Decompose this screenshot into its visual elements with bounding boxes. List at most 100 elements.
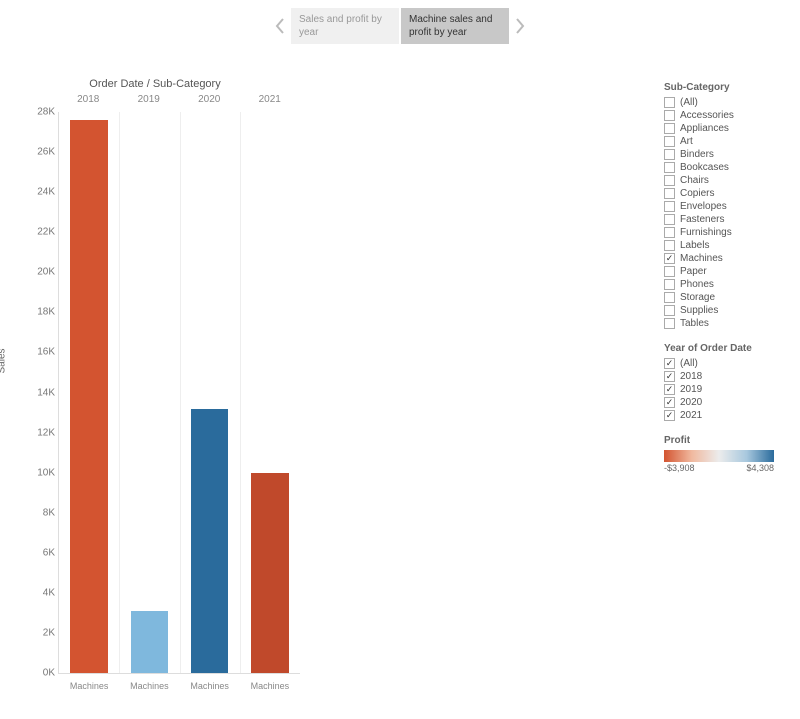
y-tick-label: 4K xyxy=(21,587,55,598)
checkbox-icon xyxy=(664,214,675,225)
legend-min-label: -$3,908 xyxy=(664,463,695,473)
next-tab-arrow[interactable] xyxy=(511,8,529,44)
checkbox-icon xyxy=(664,318,675,329)
tab-navigation: Sales and profit by year Machine sales a… xyxy=(271,8,529,44)
filter-item-label: Art xyxy=(680,136,693,147)
subcategory-filter-item[interactable]: (All) xyxy=(664,97,784,108)
filter-item-label: Tables xyxy=(680,318,709,329)
y-tick-label: 14K xyxy=(21,387,55,398)
filter-item-label: Appliances xyxy=(680,123,729,134)
filter-item-label: 2021 xyxy=(680,410,702,421)
subcategory-filter-item[interactable]: Art xyxy=(664,136,784,147)
bar[interactable] xyxy=(191,409,228,673)
subcategory-filter-item[interactable]: Supplies xyxy=(664,305,784,316)
year-filter-item[interactable]: 2019 xyxy=(664,384,784,395)
subcategory-filter-item[interactable]: Binders xyxy=(664,149,784,160)
y-axis-label: Sales xyxy=(0,348,8,373)
checkbox-icon xyxy=(664,279,675,290)
subcategory-filter-item[interactable]: Appliances xyxy=(664,123,784,134)
column-header: 2019 xyxy=(119,94,180,105)
column-header: 2018 xyxy=(58,94,119,105)
x-category-label: Machines xyxy=(180,681,240,691)
filter-item-label: Fasteners xyxy=(680,214,724,225)
plot-area: 0K2K4K6K8K10K12K14K16K18K20K22K24K26K28K… xyxy=(58,112,300,674)
checkbox-icon xyxy=(664,253,675,264)
y-tick-label: 26K xyxy=(21,147,55,158)
checkbox-icon xyxy=(664,97,675,108)
color-gradient-bar xyxy=(664,450,774,462)
subcategory-filter-item[interactable]: Envelopes xyxy=(664,201,784,212)
checkbox-icon xyxy=(664,266,675,277)
filter-item-label: Bookcases xyxy=(680,162,729,173)
filter-item-label: Copiers xyxy=(680,188,714,199)
bar[interactable] xyxy=(131,611,168,673)
column-separator xyxy=(240,112,241,673)
chart-title: Order Date / Sub-Category xyxy=(10,78,300,90)
filter-item-label: Storage xyxy=(680,292,715,303)
subcategory-filter-item[interactable]: Machines xyxy=(664,253,784,264)
filter-item-label: 2018 xyxy=(680,371,702,382)
year-filter-item[interactable]: 2020 xyxy=(664,397,784,408)
column-headers: 2018201920202021 xyxy=(58,94,300,105)
filter-item-label: Envelopes xyxy=(680,201,727,212)
y-tick-label: 8K xyxy=(21,507,55,518)
bar[interactable] xyxy=(70,120,107,673)
subcategory-filter-item[interactable]: Phones xyxy=(664,279,784,290)
filter-item-label: Phones xyxy=(680,279,714,290)
checkbox-icon xyxy=(664,162,675,173)
column-header: 2020 xyxy=(179,94,240,105)
checkbox-icon xyxy=(664,201,675,212)
year-filter-item[interactable]: 2021 xyxy=(664,410,784,421)
checkbox-icon xyxy=(664,110,675,121)
tab-sales-profit-by-year[interactable]: Sales and profit by year xyxy=(291,8,399,44)
subcategory-filter-item[interactable]: Bookcases xyxy=(664,162,784,173)
prev-tab-arrow[interactable] xyxy=(271,8,289,44)
y-tick-label: 10K xyxy=(21,467,55,478)
x-category-label: Machines xyxy=(59,681,119,691)
x-category-label: Machines xyxy=(119,681,179,691)
filter-item-label: 2020 xyxy=(680,397,702,408)
legend-max-label: $4,308 xyxy=(746,463,774,473)
year-filter: Year of Order Date (All)2018201920202021 xyxy=(664,343,784,421)
checkbox-icon xyxy=(664,410,675,421)
subcategory-filter-item[interactable]: Accessories xyxy=(664,110,784,121)
filter-item-label: Labels xyxy=(680,240,709,251)
column-separator xyxy=(119,112,120,673)
subcategory-filter-item[interactable]: Fasteners xyxy=(664,214,784,225)
subcategory-filter-item[interactable]: Labels xyxy=(664,240,784,251)
subcategory-filter-item[interactable]: Copiers xyxy=(664,188,784,199)
y-tick-label: 0K xyxy=(21,668,55,679)
checkbox-icon xyxy=(664,175,675,186)
filter-item-label: Machines xyxy=(680,253,723,264)
y-tick-label: 22K xyxy=(21,227,55,238)
checkbox-icon xyxy=(664,397,675,408)
checkbox-icon xyxy=(664,149,675,160)
subcategory-filter-item[interactable]: Storage xyxy=(664,292,784,303)
subcategory-filter-item[interactable]: Paper xyxy=(664,266,784,277)
y-tick-label: 18K xyxy=(21,307,55,318)
checkbox-icon xyxy=(664,305,675,316)
subcategory-filter-item[interactable]: Tables xyxy=(664,318,784,329)
checkbox-icon xyxy=(664,227,675,238)
subcategory-filter-item[interactable]: Chairs xyxy=(664,175,784,186)
bar[interactable] xyxy=(251,473,288,673)
y-tick-label: 20K xyxy=(21,267,55,278)
year-filter-item[interactable]: (All) xyxy=(664,358,784,369)
filter-item-label: Binders xyxy=(680,149,714,160)
subcategory-filter-item[interactable]: Furnishings xyxy=(664,227,784,238)
year-filter-item[interactable]: 2018 xyxy=(664,371,784,382)
bar-chart: Order Date / Sub-Category 20182019202020… xyxy=(10,78,300,698)
checkbox-icon xyxy=(664,123,675,134)
chevron-left-icon xyxy=(275,18,285,34)
checkbox-icon xyxy=(664,292,675,303)
filter-item-label: Chairs xyxy=(680,175,709,186)
filter-item-label: Furnishings xyxy=(680,227,732,238)
legend-title: Profit xyxy=(664,435,784,446)
chevron-right-icon xyxy=(515,18,525,34)
checkbox-icon xyxy=(664,358,675,369)
y-tick-label: 12K xyxy=(21,427,55,438)
tab-label: Machine sales and profit by year xyxy=(409,13,501,39)
tab-machine-sales-profit-by-year[interactable]: Machine sales and profit by year xyxy=(401,8,509,44)
filter-item-label: (All) xyxy=(680,358,698,369)
y-tick-label: 28K xyxy=(21,107,55,118)
